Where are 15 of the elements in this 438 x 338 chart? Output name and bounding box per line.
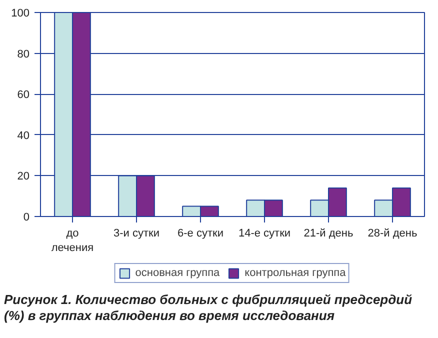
x-tick-label: 14-е сутки <box>238 228 291 240</box>
y-tick-label: 80 <box>17 48 30 60</box>
y-tick-label: 20 <box>17 170 30 183</box>
x-tick-label: 6-е сутки <box>178 228 224 240</box>
legend-label: основная группа <box>135 267 220 279</box>
x-tick-label: 21-й день <box>304 228 354 240</box>
legend-label: контрольная группа <box>244 267 346 279</box>
x-tick-label: до лечения <box>51 228 94 254</box>
y-tick-label: 100 <box>11 8 30 20</box>
text: Рисунок 1. Количество больных с фибрилляцией предсердий (%) в группах наблюдения во время исследования <box>4 292 414 324</box>
x-tick-label: 3-и сутки <box>114 228 160 240</box>
y-tick-label: 60 <box>17 89 30 102</box>
y-tick-label: 0 <box>23 212 30 224</box>
y-tick-label: 40 <box>17 130 30 142</box>
x-tick-label: 28-й день <box>368 228 418 240</box>
